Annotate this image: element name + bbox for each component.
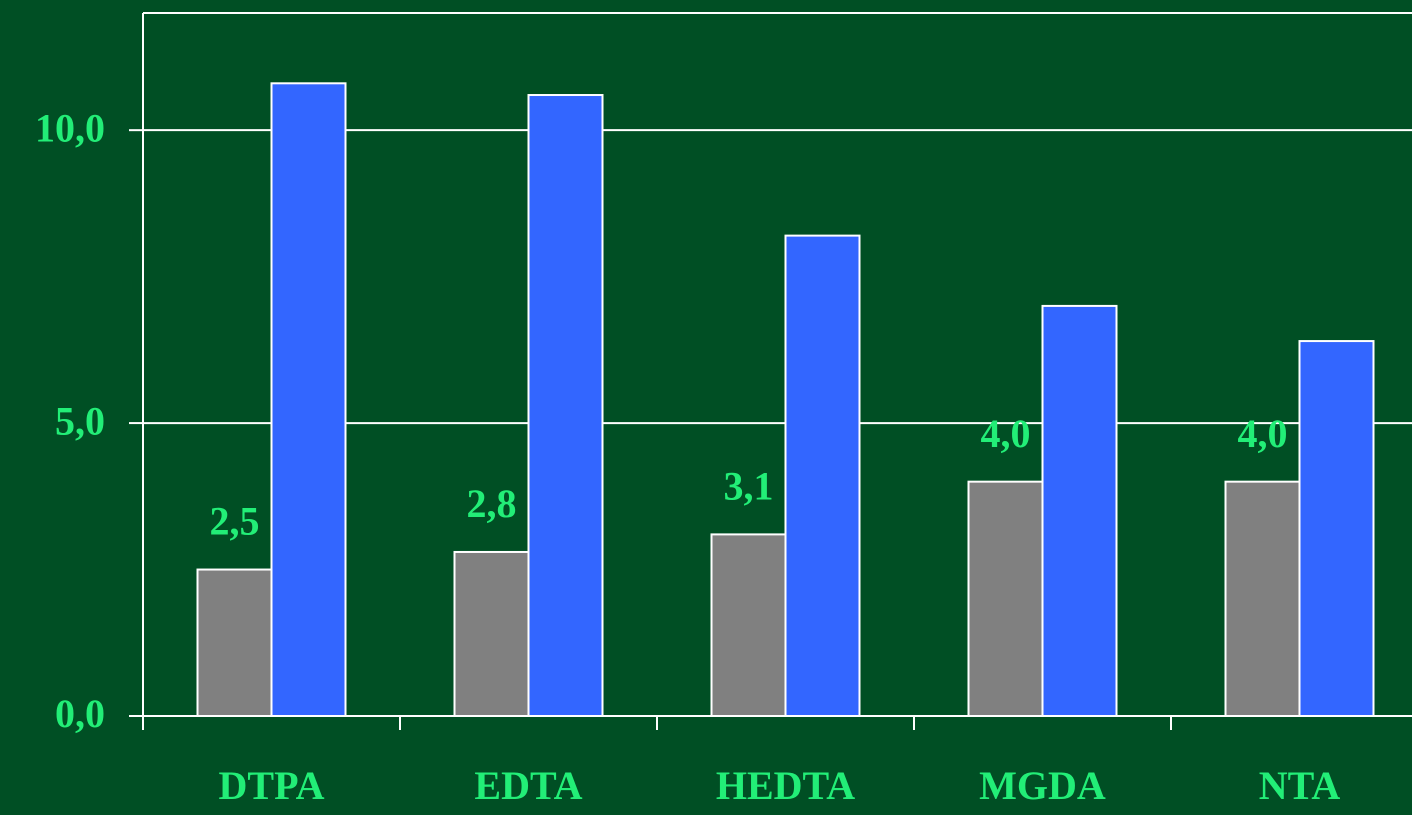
value-label: 4,0 xyxy=(1238,411,1288,456)
value-label: 2,5 xyxy=(210,499,260,544)
x-tick-label: DTPA xyxy=(219,763,325,808)
bar xyxy=(784,234,861,717)
bar xyxy=(270,82,347,718)
bar xyxy=(1298,340,1375,717)
bar xyxy=(1041,304,1118,717)
x-tick-label: HEDTA xyxy=(716,763,855,808)
y-tick-label: 10,0 xyxy=(35,105,105,150)
x-tick-label: MGDA xyxy=(979,763,1106,808)
y-tick-label: 5,0 xyxy=(55,398,105,443)
value-label: 2,8 xyxy=(467,481,517,526)
value-label: 3,1 xyxy=(724,464,774,509)
x-tick-label: NTA xyxy=(1259,763,1341,808)
bar xyxy=(1224,480,1301,717)
y-tick-label: 0,0 xyxy=(55,691,105,736)
bar xyxy=(453,550,530,718)
bar xyxy=(710,533,787,717)
bar xyxy=(967,480,1044,717)
value-label: 4,0 xyxy=(981,411,1031,456)
bar xyxy=(196,568,273,718)
bar xyxy=(527,94,604,718)
x-tick-label: EDTA xyxy=(474,763,582,808)
